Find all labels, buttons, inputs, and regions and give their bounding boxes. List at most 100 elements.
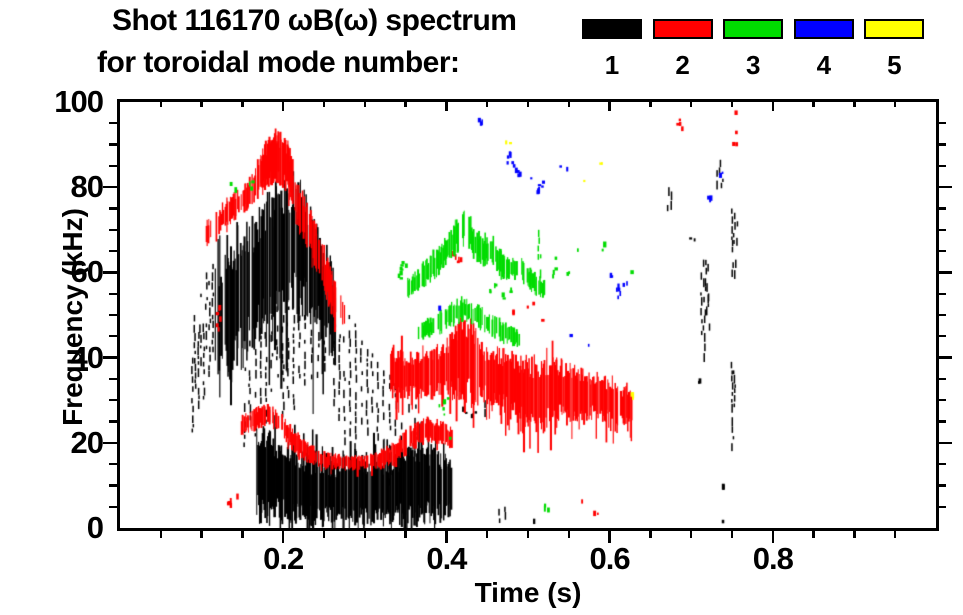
legend-swatch-n1: [582, 19, 642, 39]
legend-label-n1: 1: [604, 50, 620, 80]
x-minor-tick-top: [690, 102, 693, 107]
y-major-tick: [103, 271, 117, 274]
x-minor-tick: [363, 531, 366, 538]
y-major-tick-right: [939, 271, 952, 274]
y-tick-label: 100: [54, 84, 104, 119]
x-minor-tick: [730, 531, 734, 538]
y-minor-tick: [109, 143, 117, 146]
y-major-tick: [103, 186, 117, 189]
x-major-tick-top: [771, 102, 774, 111]
y-tick-label: 20: [70, 424, 104, 460]
y-minor-tick-right: [939, 292, 946, 295]
y-tick-label: 60: [70, 254, 104, 290]
chart-title: Shot 116170 ωB(ω) spectrum: [112, 4, 517, 37]
x-minor-tick: [404, 531, 407, 538]
x-minor-tick: [567, 531, 570, 538]
y-minor-tick: [109, 484, 117, 487]
x-major-tick: [445, 531, 448, 543]
legend-label-n2: 2: [675, 50, 690, 80]
y-minor-tick-right: [939, 335, 946, 338]
x-major-tick-top: [445, 102, 448, 111]
y-minor-tick: [109, 207, 117, 210]
x-minor-tick-top: [486, 102, 489, 107]
x-minor-tick-top: [812, 102, 815, 107]
y-minor-tick-right: [939, 377, 946, 381]
x-minor-tick-top: [730, 102, 734, 107]
y-tick-label: 40: [70, 339, 104, 375]
x-tick-label: 0.6: [589, 541, 631, 576]
x-major-tick-top: [282, 102, 285, 111]
y-minor-tick-right: [939, 122, 946, 125]
x-minor-tick-top: [159, 102, 162, 107]
x-minor-tick-top: [241, 102, 244, 107]
x-tick-label: 0.2: [263, 541, 304, 576]
y-minor-tick-right: [939, 164, 946, 168]
legend-label-n4: 4: [816, 50, 832, 80]
x-minor-tick: [690, 531, 693, 538]
chart-subtitle: for toroidal mode number:: [97, 46, 460, 79]
x-minor-tick: [812, 531, 815, 538]
y-minor-tick-right: [939, 462, 946, 466]
x-major-tick: [282, 531, 285, 543]
y-minor-tick-right: [939, 249, 946, 253]
x-minor-tick: [894, 531, 897, 538]
x-major-tick-top: [608, 102, 611, 111]
y-minor-tick: [109, 462, 117, 466]
legend-swatch-n3: [723, 19, 784, 39]
x-minor-tick: [200, 531, 203, 538]
y-minor-tick: [109, 122, 117, 125]
x-minor-tick: [241, 531, 244, 538]
x-minor-tick: [853, 531, 856, 538]
y-minor-tick: [109, 164, 117, 168]
y-minor-tick-right: [939, 420, 946, 423]
y-axis-label: Frequency (kHz): [57, 208, 88, 426]
y-minor-tick-right: [939, 505, 946, 508]
x-tick-label: 0.4: [426, 541, 467, 576]
x-minor-tick-top: [567, 102, 570, 107]
x-major-tick: [771, 531, 774, 543]
y-minor-tick: [109, 292, 117, 295]
y-tick-label: 80: [70, 169, 104, 205]
legend-swatch-n4: [793, 19, 854, 39]
x-minor-tick-top: [200, 102, 203, 107]
y-major-tick: [103, 441, 117, 444]
spectrogram-canvas: [120, 102, 936, 528]
y-major-tick: [103, 356, 117, 359]
y-minor-tick: [109, 399, 117, 402]
x-minor-tick-top: [322, 102, 326, 107]
x-minor-tick-top: [526, 102, 530, 107]
y-minor-tick-right: [939, 143, 946, 146]
y-minor-tick: [109, 228, 117, 231]
y-major-tick-right: [939, 356, 952, 359]
y-minor-tick-right: [939, 399, 946, 402]
x-minor-tick: [649, 531, 652, 538]
legend: 1 2 3 4 5: [582, 19, 932, 81]
x-major-tick: [608, 531, 611, 543]
y-minor-tick: [109, 420, 117, 423]
x-minor-tick: [322, 531, 326, 538]
y-tick-label: 0: [86, 510, 104, 545]
legend-label-n5: 5: [887, 50, 902, 80]
y-major-tick-right: [939, 186, 952, 189]
y-minor-tick: [109, 377, 117, 381]
y-minor-tick-right: [939, 207, 946, 210]
x-tick-label: 0.8: [752, 541, 794, 576]
y-major-tick-right: [939, 441, 952, 444]
x-minor-tick-top: [853, 102, 856, 107]
y-minor-tick-right: [939, 484, 946, 487]
legend-swatch-n5: [864, 19, 925, 39]
x-minor-tick: [159, 531, 162, 538]
legend-swatch-n2: [652, 19, 713, 39]
y-minor-tick: [109, 505, 117, 508]
x-minor-tick-top: [404, 102, 407, 107]
y-minor-tick: [109, 335, 117, 338]
x-minor-tick: [486, 531, 489, 538]
x-minor-tick: [526, 531, 530, 538]
y-minor-tick: [109, 249, 117, 253]
y-minor-tick: [109, 313, 117, 317]
legend-label-n3: 3: [745, 50, 761, 80]
x-minor-tick-top: [363, 102, 366, 107]
x-minor-tick-top: [894, 102, 897, 107]
x-axis-label: Time (s): [474, 577, 582, 608]
